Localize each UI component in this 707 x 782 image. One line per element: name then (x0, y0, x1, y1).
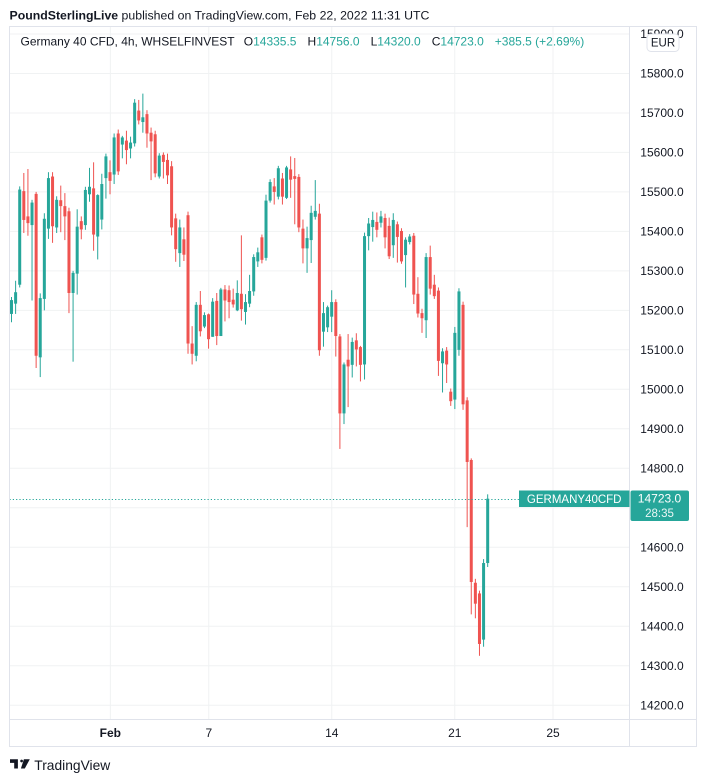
svg-text:15000.0: 15000.0 (640, 383, 684, 397)
svg-text:14500.0: 14500.0 (640, 580, 684, 594)
svg-text:15600.0: 15600.0 (640, 146, 684, 160)
svg-text:TradingView: TradingView (34, 758, 110, 773)
svg-text:14300.0: 14300.0 (640, 659, 684, 673)
svg-text:15700.0: 15700.0 (640, 106, 684, 120)
svg-text:14800.0: 14800.0 (640, 462, 684, 476)
svg-text:25: 25 (546, 726, 560, 740)
svg-text:14: 14 (325, 726, 339, 740)
svg-text:Feb: Feb (100, 726, 121, 740)
svg-text:GERMANY40CFD: GERMANY40CFD (527, 494, 622, 506)
svg-text:15500.0: 15500.0 (640, 185, 684, 199)
svg-text:15800.0: 15800.0 (640, 67, 684, 81)
svg-text:14400.0: 14400.0 (640, 619, 684, 633)
svg-text:14723.0: 14723.0 (638, 492, 682, 506)
svg-text:15400.0: 15400.0 (640, 225, 684, 239)
svg-text:14900.0: 14900.0 (640, 422, 684, 436)
svg-text:15200.0: 15200.0 (640, 304, 684, 318)
svg-text:21: 21 (448, 726, 462, 740)
svg-text:7: 7 (205, 726, 212, 740)
svg-text:PoundSterlingLive published on: PoundSterlingLive published on TradingVi… (10, 8, 430, 22)
svg-text:Germany 40 CFD, 4h, WHSELFINVE: Germany 40 CFD, 4h, WHSELFINVEST (21, 35, 236, 49)
svg-text:28:35: 28:35 (645, 508, 674, 520)
svg-text:EUR: EUR (651, 38, 675, 50)
svg-text:14600.0: 14600.0 (640, 540, 684, 554)
svg-text:14200.0: 14200.0 (640, 698, 684, 712)
svg-text:15100.0: 15100.0 (640, 343, 684, 357)
svg-text:15300.0: 15300.0 (640, 264, 684, 278)
